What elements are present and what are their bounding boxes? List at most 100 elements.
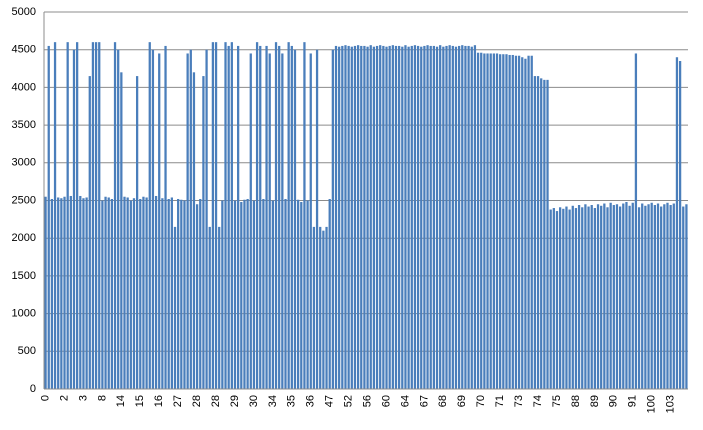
y-tick-label: 4500 [12, 44, 36, 56]
bar [158, 53, 161, 389]
bar [369, 45, 372, 390]
x-tick-label: 3 [77, 395, 89, 401]
bar [205, 49, 208, 389]
bar [259, 45, 262, 390]
bar [91, 42, 95, 389]
x-tick-label: 100 [646, 395, 658, 413]
bar [284, 198, 287, 389]
bar [483, 53, 486, 389]
bar [540, 78, 543, 390]
bar [669, 205, 672, 389]
bar [110, 198, 114, 389]
bar [79, 195, 82, 389]
x-tick-label: 64 [399, 395, 411, 407]
y-tick-label: 2000 [12, 232, 36, 244]
bar [274, 42, 278, 389]
y-tick-label: 500 [18, 345, 36, 357]
bar [366, 46, 369, 390]
x-tick-label: 2 [58, 395, 70, 401]
bar [265, 45, 268, 390]
bar [641, 203, 644, 389]
bar [107, 197, 110, 389]
x-tick-label: 30 [248, 395, 260, 407]
bar [527, 55, 530, 390]
bar [47, 45, 50, 390]
bar [439, 45, 442, 390]
bar [161, 198, 164, 389]
bar [571, 205, 574, 389]
bar [562, 208, 565, 389]
bar [379, 45, 382, 390]
bar [189, 49, 192, 389]
bar [530, 55, 533, 390]
bar [666, 202, 669, 389]
bar [574, 208, 578, 389]
bar [167, 198, 170, 389]
x-tick-label: 60 [380, 395, 392, 407]
bar [678, 61, 682, 389]
bar [148, 42, 151, 389]
bar [347, 45, 350, 390]
bar [60, 198, 63, 389]
bar [423, 45, 426, 390]
bar [88, 76, 91, 389]
bar [382, 45, 385, 390]
bar [656, 203, 660, 389]
bar [300, 202, 303, 389]
bar [101, 200, 104, 389]
x-tick-label: 71 [494, 395, 506, 407]
bar [625, 202, 628, 389]
bar [467, 45, 470, 390]
bar [372, 46, 376, 390]
bar [637, 207, 641, 389]
bar [303, 42, 306, 389]
y-tick-label: 0 [30, 383, 36, 395]
bar [224, 42, 227, 389]
bar [521, 57, 524, 390]
bar [293, 49, 297, 389]
bar [98, 42, 101, 389]
bar [606, 207, 609, 389]
bar [192, 72, 196, 389]
bar [85, 197, 88, 389]
x-tick-label: 35 [286, 395, 298, 407]
bar [50, 198, 54, 389]
bar [227, 45, 230, 390]
bar [262, 198, 265, 389]
x-tick-label: 29 [229, 395, 241, 407]
bar [685, 204, 688, 389]
bar [322, 230, 325, 389]
bar [154, 195, 158, 389]
x-tick-label: 27 [172, 395, 184, 407]
bar [126, 197, 129, 389]
bar [170, 197, 173, 389]
x-tick-label: 28 [210, 395, 222, 407]
x-tick-label: 73 [513, 395, 525, 407]
bar [139, 198, 142, 389]
bar [426, 45, 429, 390]
bar [69, 195, 72, 389]
x-tick-label: 75 [551, 395, 563, 407]
bar [252, 200, 256, 389]
bar [609, 202, 612, 389]
bar [603, 203, 606, 389]
bar [644, 205, 647, 389]
bar [328, 198, 331, 389]
bar [464, 45, 467, 390]
bar [682, 206, 685, 389]
bar [183, 200, 186, 389]
bar [486, 53, 489, 389]
bar [461, 45, 464, 390]
bar [195, 204, 199, 389]
bar [457, 45, 461, 390]
bar [536, 76, 540, 389]
bar [120, 72, 123, 389]
bar [312, 226, 316, 389]
bar [338, 46, 341, 390]
x-tick-label: 67 [418, 395, 430, 407]
bar [142, 196, 145, 389]
bar [388, 45, 391, 390]
bar [524, 58, 527, 390]
bar [375, 45, 379, 390]
